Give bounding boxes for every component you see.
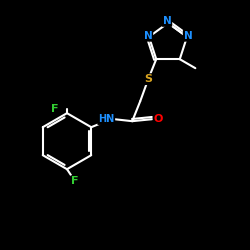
Text: F: F <box>51 104 59 114</box>
Text: HN: HN <box>98 114 114 124</box>
Text: F: F <box>71 176 79 186</box>
Text: N: N <box>144 31 152 41</box>
Text: N: N <box>162 16 172 26</box>
Text: S: S <box>144 74 152 84</box>
Text: N: N <box>184 31 192 41</box>
Text: O: O <box>154 114 163 124</box>
